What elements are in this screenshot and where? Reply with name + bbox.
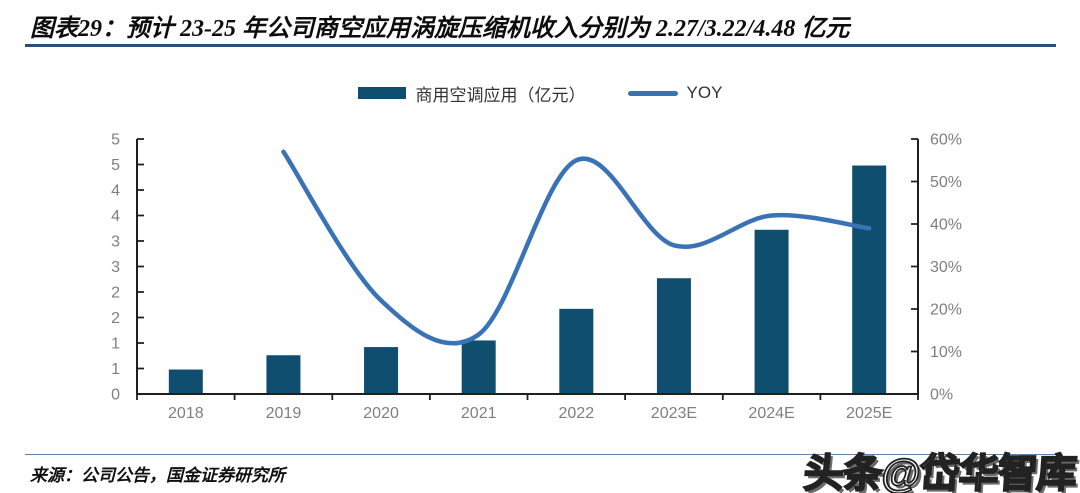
figure-title: 图表29：预计 23-25 年公司商空应用涡旋压缩机收入分别为 2.27/3.2… [30, 16, 850, 42]
right-axis-label: 10% [930, 344, 962, 361]
left-axis-ticks [137, 138, 144, 395]
title-rule [25, 44, 1056, 47]
x-axis-label-2023E: 2023E [651, 405, 697, 422]
axis-frame [136, 139, 919, 395]
bar-2024E [754, 229, 789, 394]
left-axis-label: 3 [111, 259, 120, 276]
bar-2020 [364, 347, 399, 394]
left-axis-label: 0 [111, 387, 120, 404]
yoy-line [281, 149, 872, 346]
bar-2018 [168, 369, 203, 394]
left-axis-label: 5 [111, 132, 120, 149]
x-axis-label-2021: 2021 [461, 405, 497, 422]
chart-legend: 商用空调应用（亿元） YOY [0, 83, 1080, 105]
right-axis-label: 0% [930, 387, 953, 404]
right-axis-label: 30% [930, 259, 962, 276]
bar-2025E [852, 165, 887, 394]
line-series-label: YOY [686, 83, 723, 102]
bar-2023E [656, 278, 691, 394]
x-axis-label-2022: 2022 [559, 405, 595, 422]
left-axis-label: 2 [111, 285, 120, 302]
bar-series-swatch [357, 87, 406, 99]
x-axis-label-2019: 2019 [266, 405, 302, 422]
left-axis-label: 1 [111, 361, 120, 378]
left-axis-label: 1 [111, 336, 120, 353]
right-axis-label: 60% [930, 132, 962, 149]
bar-series-label: 商用空调应用（亿元） [415, 85, 586, 105]
watermark: 头条@岱华智库 [801, 451, 1078, 493]
footer-rule [25, 454, 1057, 455]
left-axis-label: 3 [111, 234, 120, 251]
x-axis-label-2018: 2018 [168, 405, 204, 422]
right-axis-label: 20% [930, 302, 962, 319]
right-axis-ticks [911, 138, 918, 395]
left-axis-label: 2 [111, 310, 120, 327]
x-axis-label-2020: 2020 [363, 405, 399, 422]
source-note: 来源：公司公告，国金证券研究所 [30, 466, 285, 485]
x-axis-label-2025E: 2025E [846, 405, 892, 422]
x-axis-ticks [136, 394, 919, 400]
line-series-swatch [627, 90, 678, 96]
bar-2021 [461, 340, 496, 394]
right-axis-label: 40% [930, 217, 962, 234]
bar-2022 [559, 308, 594, 394]
left-axis-label: 4 [111, 208, 120, 225]
x-axis-label-2024E: 2024E [748, 405, 794, 422]
left-axis-label: 4 [111, 183, 120, 200]
left-axis-label: 5 [111, 157, 120, 174]
bar-2019 [266, 355, 301, 394]
right-axis-label: 50% [930, 174, 962, 191]
